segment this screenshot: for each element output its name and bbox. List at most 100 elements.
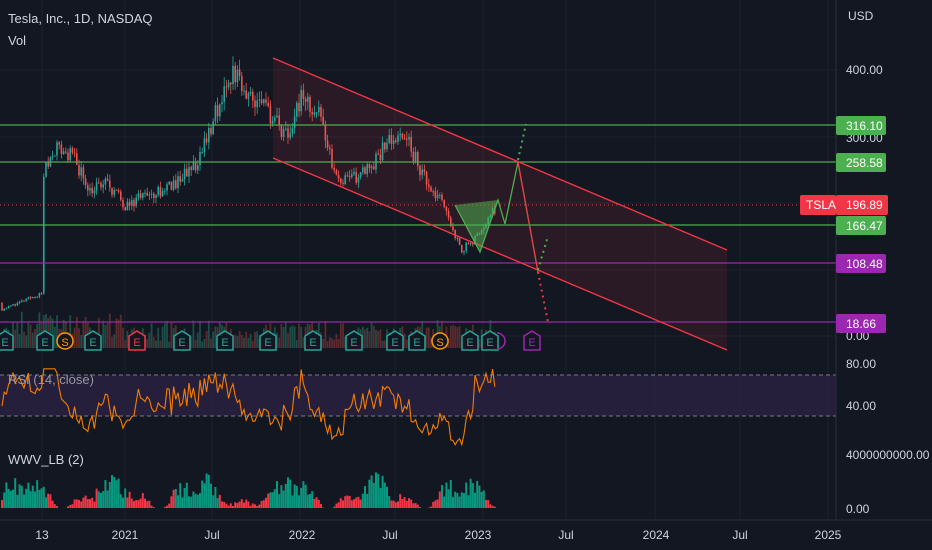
volume-bar xyxy=(20,311,23,348)
wwv-bar xyxy=(86,499,89,508)
rsi-band xyxy=(0,375,836,416)
candle-body xyxy=(346,175,349,177)
earnings-icon xyxy=(259,330,277,351)
wwv-bar xyxy=(183,487,186,508)
wwv-bar xyxy=(262,500,265,508)
volume-bar xyxy=(245,331,248,348)
candle-body xyxy=(67,152,69,161)
earnings-icon xyxy=(84,330,102,351)
candle-body xyxy=(285,128,287,130)
candle-body xyxy=(280,125,283,138)
candle-body xyxy=(397,135,399,142)
candle-body xyxy=(329,147,331,150)
last-price-tag[interactable]: 196.89 xyxy=(836,195,888,215)
wwv-bar xyxy=(27,482,30,508)
candle-body xyxy=(102,184,104,188)
candle-body xyxy=(366,164,368,175)
price-tag-166[interactable]: 166.47 xyxy=(836,216,886,235)
volume-bar xyxy=(403,333,406,348)
earnings-label: E xyxy=(486,337,493,349)
candle-body xyxy=(82,167,85,179)
candle-body xyxy=(245,90,247,99)
candle-body xyxy=(56,142,58,156)
candle-body xyxy=(386,142,388,150)
candle-body xyxy=(208,127,210,143)
earnings-icon xyxy=(128,330,146,351)
volume-bar xyxy=(170,321,173,348)
earnings-marker: E xyxy=(386,330,404,351)
wwv-bar xyxy=(397,501,399,508)
wwv-bar xyxy=(487,500,490,508)
earnings-icon xyxy=(56,332,74,350)
wwv-bar xyxy=(139,498,142,508)
candle-body xyxy=(408,136,410,140)
volume-bar xyxy=(302,337,305,348)
wwv-bar xyxy=(370,475,373,508)
volume-bar xyxy=(458,326,461,348)
candle-body xyxy=(432,191,434,193)
candle-body xyxy=(331,149,333,168)
svg-text:18.66: 18.66 xyxy=(846,317,876,331)
wwv-bar xyxy=(181,497,184,508)
wwv-bar xyxy=(452,497,454,508)
candle-body xyxy=(359,172,362,178)
earnings-marker: E xyxy=(345,330,363,351)
candle-body xyxy=(117,190,120,192)
candle-body xyxy=(179,176,181,182)
volume-bar xyxy=(196,332,199,348)
wwv-bar xyxy=(67,506,69,508)
volume-bar xyxy=(205,331,208,348)
wwv-bar xyxy=(388,495,391,508)
wwv-bar xyxy=(113,476,116,508)
candle-body xyxy=(401,133,404,139)
wwv-bar xyxy=(284,483,287,508)
wwv-bar xyxy=(196,494,199,508)
volume-bar xyxy=(372,325,375,348)
volume-bar xyxy=(456,327,459,348)
ticker-tag[interactable]: TSLA xyxy=(800,195,836,215)
volume-bar xyxy=(51,318,54,348)
wwv-bar xyxy=(227,505,230,508)
wwv-bar xyxy=(410,499,413,508)
candle-body xyxy=(282,129,285,138)
candle-body xyxy=(148,194,151,196)
wwv-bar xyxy=(438,491,441,508)
price-tag-108[interactable]: 108.48 xyxy=(836,254,886,273)
candle-body xyxy=(124,207,126,211)
price-tag-316[interactable]: 316.10 xyxy=(836,116,886,135)
candle-body xyxy=(263,99,265,104)
candle-body xyxy=(87,185,89,191)
volume-bar xyxy=(452,325,454,348)
candle-body xyxy=(109,180,111,188)
wwv-bar xyxy=(135,499,138,508)
volume-bar xyxy=(155,340,157,348)
volume-bar xyxy=(159,340,162,348)
candle-body xyxy=(106,178,109,181)
wwv-bar xyxy=(84,495,87,508)
wwv-bar xyxy=(115,480,118,508)
candle-body xyxy=(203,138,206,152)
wwv-bar xyxy=(163,506,166,508)
wwv-bar xyxy=(170,496,173,508)
candle-body xyxy=(197,165,199,171)
wwv-bar xyxy=(249,505,252,508)
volume-bar xyxy=(331,338,333,348)
candle-body xyxy=(175,180,177,189)
candle-body xyxy=(333,167,335,171)
price-tag-258[interactable]: 258.58 xyxy=(836,153,886,172)
candle-body xyxy=(309,96,311,113)
candle-body xyxy=(177,176,179,189)
wwv-bar xyxy=(260,500,263,508)
volume-bar xyxy=(102,320,105,348)
candle-body xyxy=(168,181,170,185)
wwv-bar xyxy=(199,493,201,508)
volume-bar xyxy=(104,324,107,348)
volume-bar xyxy=(256,331,259,348)
wwv-bar xyxy=(302,481,305,508)
wwv-bar xyxy=(306,494,309,508)
price-tag-18[interactable]: 18.66 xyxy=(836,314,886,333)
candle-body xyxy=(14,304,16,306)
wwv-bar xyxy=(368,479,371,508)
volume-bar xyxy=(49,315,52,348)
